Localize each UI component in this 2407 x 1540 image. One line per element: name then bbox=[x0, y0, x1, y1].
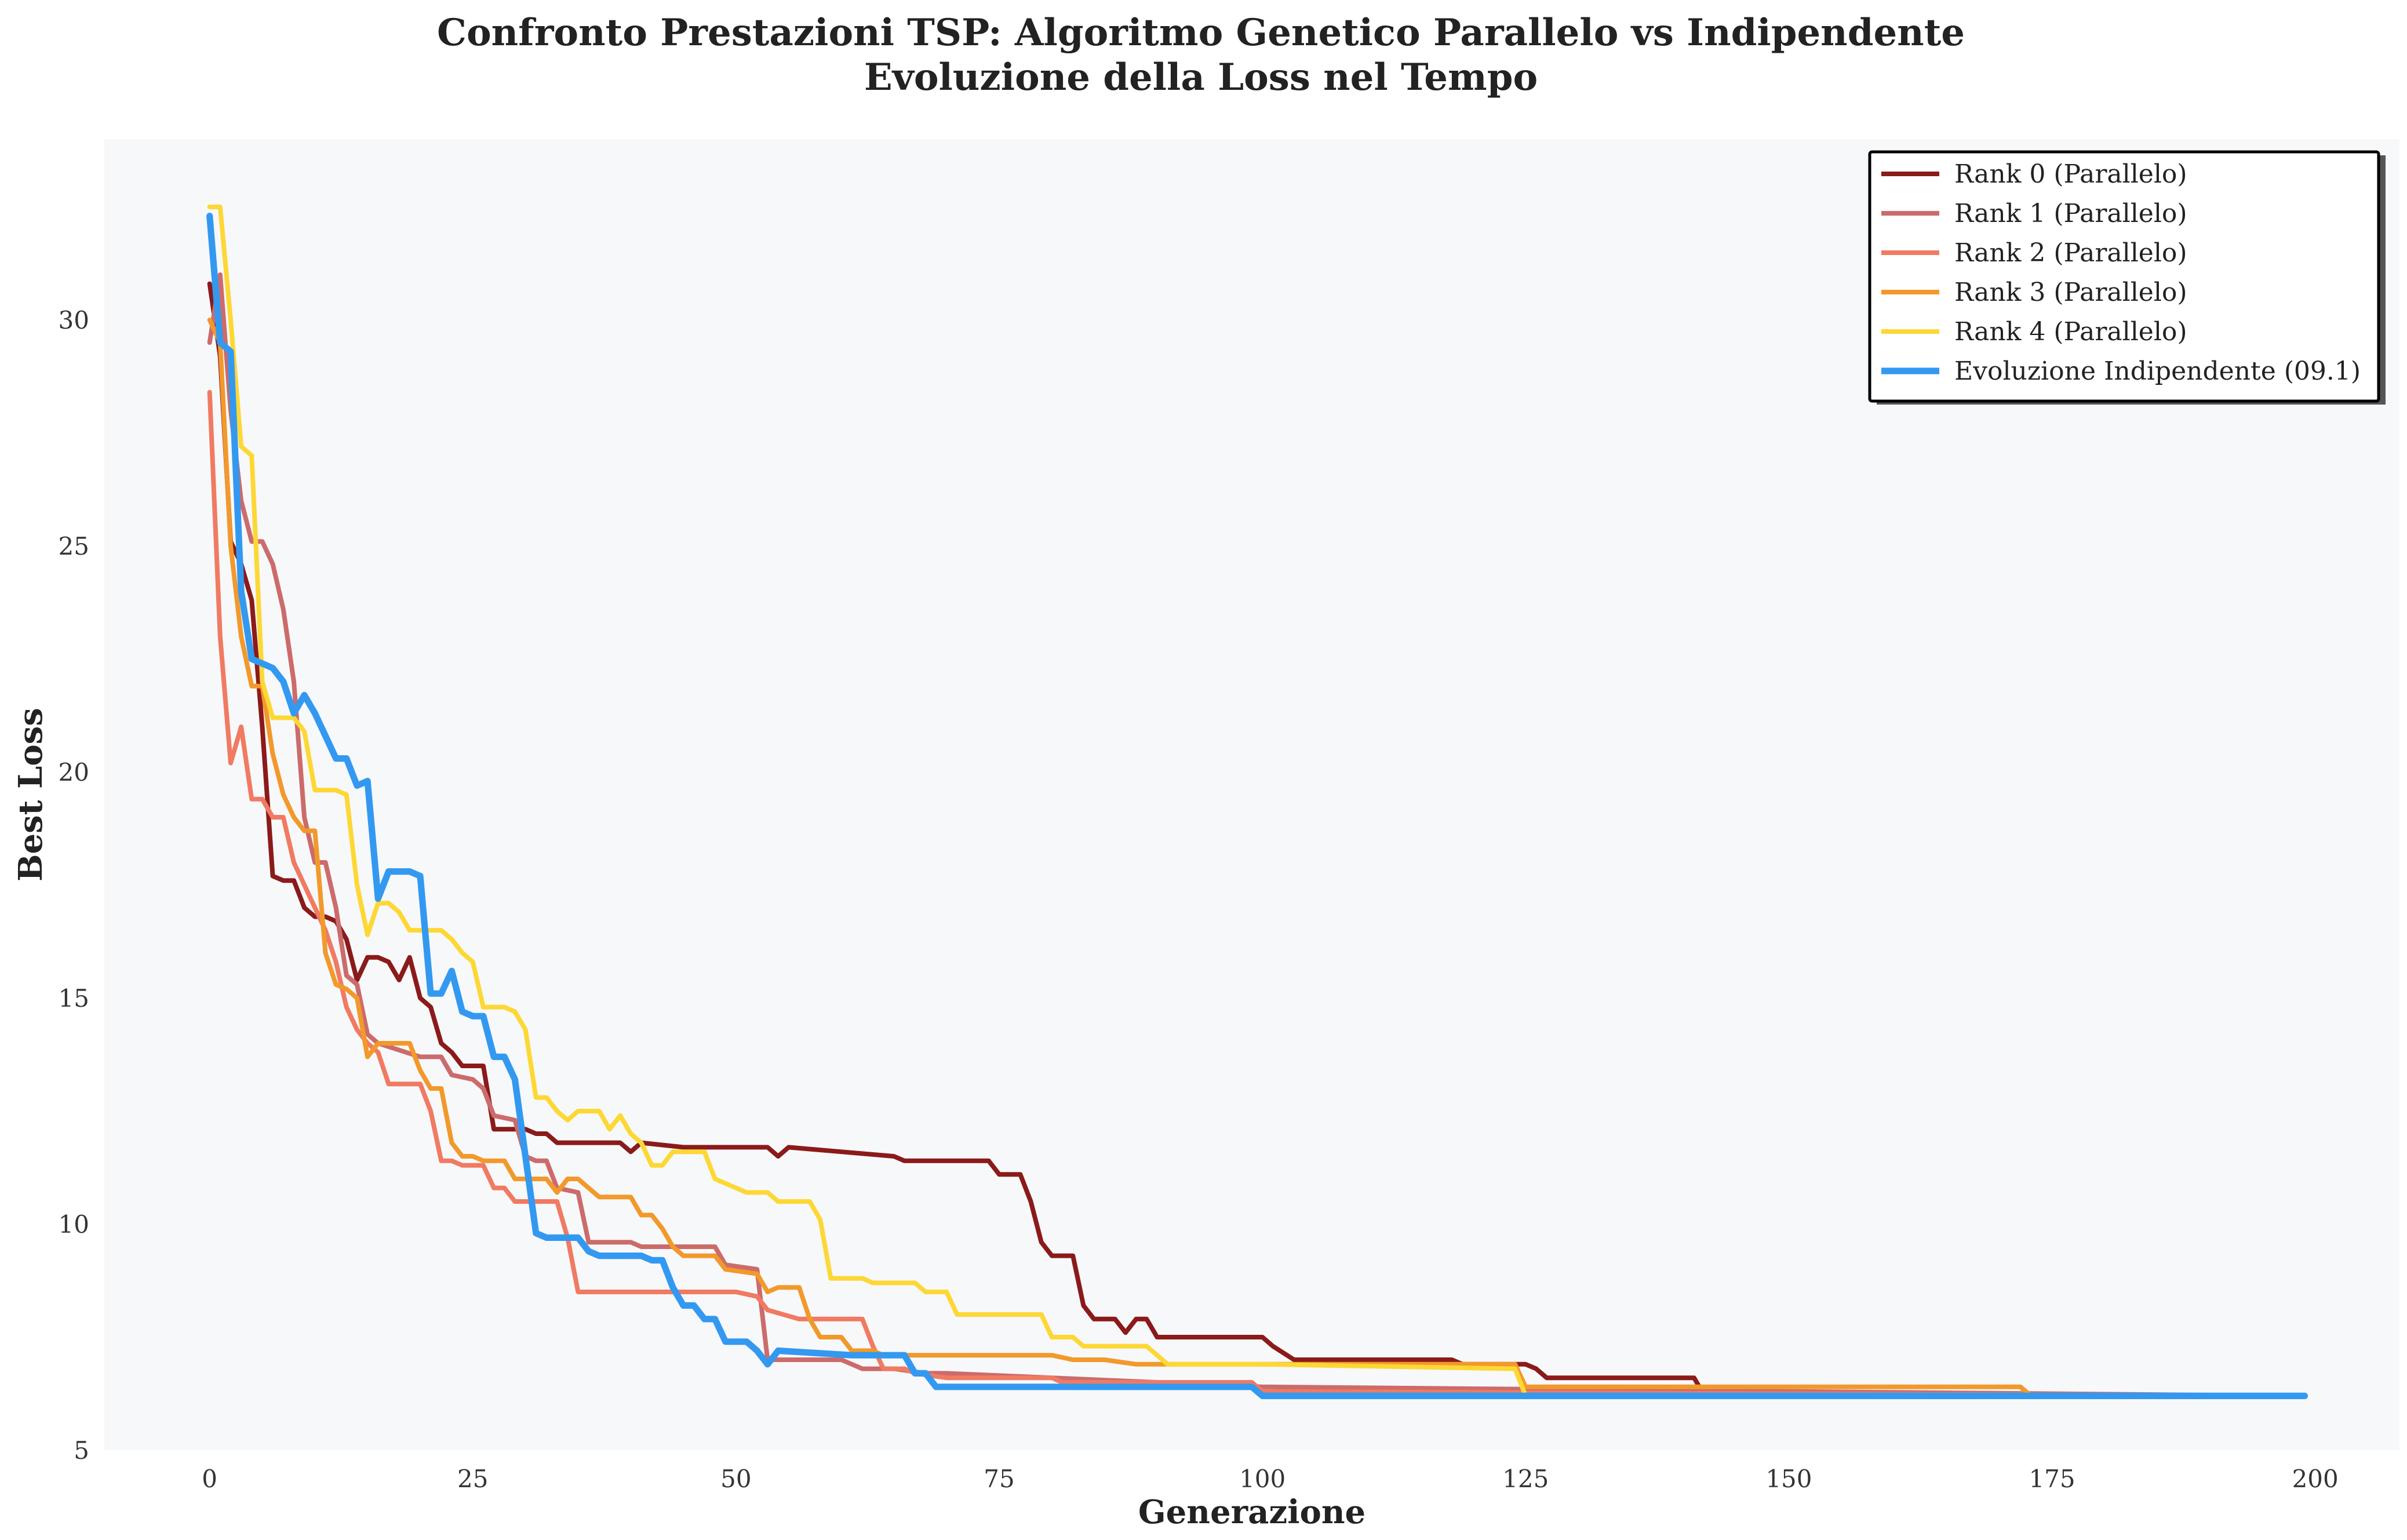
series-line-5 bbox=[206, 213, 2308, 1399]
x-tick-label: 25 bbox=[457, 1465, 488, 1493]
y-tick-label: 30 bbox=[59, 306, 89, 334]
series-line-1 bbox=[207, 272, 2307, 1399]
y-tick-label: 5 bbox=[74, 1436, 89, 1465]
series-line-0 bbox=[207, 281, 2307, 1399]
x-axis-label: Generazione bbox=[1138, 1493, 1365, 1531]
x-tick-label: 175 bbox=[2029, 1465, 2075, 1493]
x-tick-label: 100 bbox=[1239, 1465, 1286, 1493]
legend-box bbox=[1868, 150, 2380, 403]
series-line-2 bbox=[207, 389, 2307, 1399]
legend-label-1: Rank 1 (Parallelo) bbox=[1954, 199, 2187, 228]
axis-ticks: 0 25 50 75 100 125 150 175 200 5 10 15 20 25 30 bbox=[59, 306, 2339, 1493]
y-tick-label: 25 bbox=[59, 532, 89, 560]
legend-label-2: Rank 2 (Parallelo) bbox=[1954, 238, 2187, 268]
legend-label-4: Rank 4 (Parallelo) bbox=[1954, 317, 2187, 347]
legend-label-0: Rank 0 (Parallelo) bbox=[1954, 159, 2187, 189]
legend-label-5: Evoluzione Indipendente (09.1) bbox=[1954, 356, 2361, 386]
x-tick-label: 50 bbox=[720, 1465, 751, 1493]
y-axis-label: Best Loss bbox=[12, 708, 50, 882]
series-line-4 bbox=[207, 205, 2307, 1399]
y-tick-label: 15 bbox=[59, 984, 89, 1013]
chart-title-line-1: Confronto Prestazioni TSP: Algoritmo Gen… bbox=[437, 11, 1965, 54]
y-tick-label: 20 bbox=[59, 758, 89, 787]
x-tick-label: 0 bbox=[202, 1465, 217, 1493]
legend: Rank 0 (Parallelo) Rank 1 (Parallelo) Rank… bbox=[1868, 150, 2386, 405]
x-tick-label: 150 bbox=[1765, 1465, 1812, 1493]
series-lines bbox=[206, 205, 2308, 1399]
x-tick-label: 125 bbox=[1502, 1465, 1549, 1493]
chart-title-line-2: Evoluzione della Loss nel Tempo bbox=[864, 56, 1538, 99]
y-tick-label: 10 bbox=[59, 1210, 89, 1239]
x-tick-label: 75 bbox=[984, 1465, 1014, 1493]
legend-label-3: Rank 3 (Parallelo) bbox=[1954, 278, 2187, 307]
x-tick-label: 200 bbox=[2292, 1465, 2339, 1493]
